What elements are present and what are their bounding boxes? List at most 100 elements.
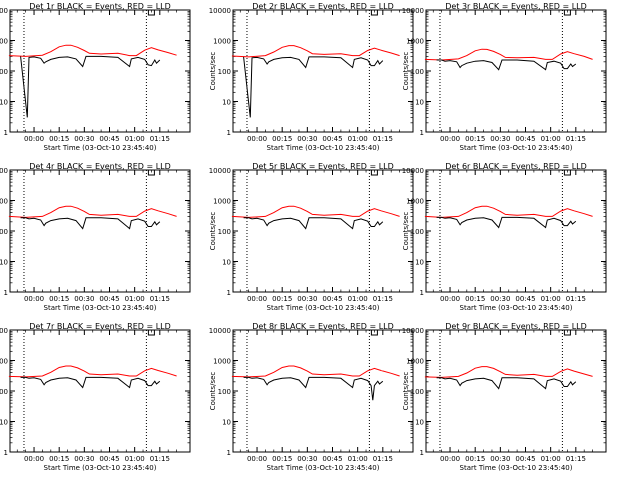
- y-tick-label: 1: [227, 449, 231, 457]
- x-tick-label: 00:30: [490, 295, 510, 303]
- events-series-line: [436, 377, 577, 390]
- panel-title: Det 8r BLACK = Events, RED = LLD: [252, 322, 394, 331]
- plot-frame: [232, 329, 414, 453]
- x-tick-label: 00:00: [247, 295, 267, 303]
- y-tick-label: 100: [0, 68, 8, 76]
- y-tick-label: 1000: [213, 358, 231, 366]
- x-tick-label: 00:45: [515, 295, 535, 303]
- y-tick-label: 100: [218, 388, 231, 396]
- x-tick-label: 01:15: [150, 135, 170, 143]
- x-tick-label: 01:00: [125, 135, 145, 143]
- detector-panel: Det 7r BLACK = Events, RED = LLD 1 10 100 10…: [0, 322, 191, 472]
- x-tick-label: 01:00: [541, 295, 561, 303]
- events-series-line: [243, 217, 384, 230]
- y-tick-label: 1: [227, 289, 231, 297]
- lld-series-line: [8, 365, 177, 378]
- plot-frame: [232, 9, 414, 133]
- y-tick-label: 1: [4, 289, 8, 297]
- y-axis-label: Counts/sec: [209, 212, 217, 251]
- x-tick-label: 00:45: [99, 135, 119, 143]
- attenuator-marker: [563, 10, 571, 16]
- y-tick-label: 100: [411, 68, 424, 76]
- y-tick-label: 1000: [0, 198, 8, 206]
- x-tick-label: 00:45: [99, 455, 119, 463]
- attenuator-marker: [370, 170, 378, 176]
- attenuator-marker: [370, 330, 378, 336]
- panel-title: Det 6r BLACK = Events, RED = LLD: [445, 162, 587, 171]
- y-tick-label: 10000: [402, 167, 424, 175]
- y-tick-label: 10000: [0, 167, 8, 175]
- x-tick-label: 00:15: [49, 295, 69, 303]
- y-tick-label: 1: [420, 449, 424, 457]
- x-tick-label: 00:15: [465, 455, 485, 463]
- y-tick-label: 10000: [0, 7, 8, 15]
- x-tick-label: 01:00: [125, 295, 145, 303]
- panel-title: Det 7r BLACK = Events, RED = LLD: [29, 322, 171, 331]
- plot-frame: [425, 9, 607, 133]
- plot-frame: [425, 169, 607, 293]
- detector-panel: Det 8r BLACK = Events, RED = LLD 1 10 100 10…: [209, 322, 414, 472]
- plot-frame: [425, 329, 607, 453]
- x-tick-label: 00:15: [272, 295, 292, 303]
- x-axis-label: Start Time (03-Oct-10 23:45:40): [44, 144, 157, 152]
- y-tick-label: 1000: [406, 358, 424, 366]
- x-axis-label: Start Time (03-Oct-10 23:45:40): [460, 144, 573, 152]
- x-tick-label: 01:15: [566, 295, 586, 303]
- x-tick-label: 01:15: [373, 135, 393, 143]
- x-tick-label: 00:30: [74, 135, 94, 143]
- y-tick-label: 10000: [402, 7, 424, 15]
- x-tick-label: 00:15: [465, 135, 485, 143]
- y-axis-label: Counts/sec: [402, 212, 410, 251]
- y-axis-label: Counts/sec: [209, 52, 217, 91]
- plot-frame: [232, 169, 414, 293]
- x-tick-label: 00:45: [322, 135, 342, 143]
- detector-panel: Det 3r BLACK = Events, RED = LLD 1 10 100 10…: [402, 2, 607, 152]
- x-tick-label: 01:15: [566, 455, 586, 463]
- x-axis-label: Start Time (03-Oct-10 23:45:40): [460, 304, 573, 312]
- x-tick-label: 00:30: [74, 455, 94, 463]
- attenuator-marker: [147, 10, 155, 16]
- attenuator-marker: [563, 330, 571, 336]
- y-tick-label: 10: [415, 259, 424, 267]
- lld-series-line: [231, 45, 400, 58]
- attenuator-marker: [147, 170, 155, 176]
- x-tick-label: 00:00: [247, 135, 267, 143]
- x-tick-label: 00:15: [272, 135, 292, 143]
- events-series-line: [436, 216, 577, 229]
- panel-title: Det 5r BLACK = Events, RED = LLD: [252, 162, 394, 171]
- x-axis-label: Start Time (03-Oct-10 23:45:40): [44, 464, 157, 472]
- events-series-line: [436, 59, 577, 71]
- detector-panel: Det 9r BLACK = Events, RED = LLD 1 10 100 10…: [402, 322, 607, 472]
- y-tick-label: 100: [0, 228, 8, 236]
- plot-frame: [9, 169, 191, 293]
- x-axis-label: Start Time (03-Oct-10 23:45:40): [44, 304, 157, 312]
- y-tick-label: 100: [218, 68, 231, 76]
- y-tick-label: 1: [4, 449, 8, 457]
- panel-title: Det 4r BLACK = Events, RED = LLD: [29, 162, 171, 171]
- detector-panel: Det 4r BLACK = Events, RED = LLD 1 10 100 10…: [0, 162, 191, 312]
- x-tick-label: 00:00: [247, 455, 267, 463]
- y-axis-label: Counts/sec: [402, 52, 410, 91]
- y-tick-label: 10: [0, 99, 8, 107]
- panel-title: Det 3r BLACK = Events, RED = LLD: [445, 2, 587, 11]
- panel-title: Det 9r BLACK = Events, RED = LLD: [445, 322, 587, 331]
- events-series-line: [20, 55, 161, 118]
- x-tick-label: 00:00: [24, 135, 44, 143]
- y-tick-label: 1000: [406, 198, 424, 206]
- detector-panel: Det 1r BLACK = Events, RED = LLD 1 10 100 10…: [0, 2, 191, 152]
- y-tick-label: 1: [4, 129, 8, 137]
- y-tick-label: 1000: [0, 358, 8, 366]
- x-tick-label: 00:45: [322, 455, 342, 463]
- events-series-line: [243, 56, 384, 118]
- detector-panel: Det 2r BLACK = Events, RED = LLD 1 10 100 10…: [209, 2, 414, 152]
- y-tick-label: 100: [0, 388, 8, 396]
- plot-frame: [9, 329, 191, 453]
- y-tick-label: 10000: [0, 327, 8, 335]
- y-tick-label: 10: [415, 419, 424, 427]
- y-tick-label: 10000: [209, 7, 231, 15]
- y-tick-label: 100: [411, 228, 424, 236]
- y-tick-label: 1000: [213, 198, 231, 206]
- x-tick-label: 00:15: [49, 455, 69, 463]
- x-tick-label: 00:15: [465, 295, 485, 303]
- x-tick-label: 00:45: [322, 295, 342, 303]
